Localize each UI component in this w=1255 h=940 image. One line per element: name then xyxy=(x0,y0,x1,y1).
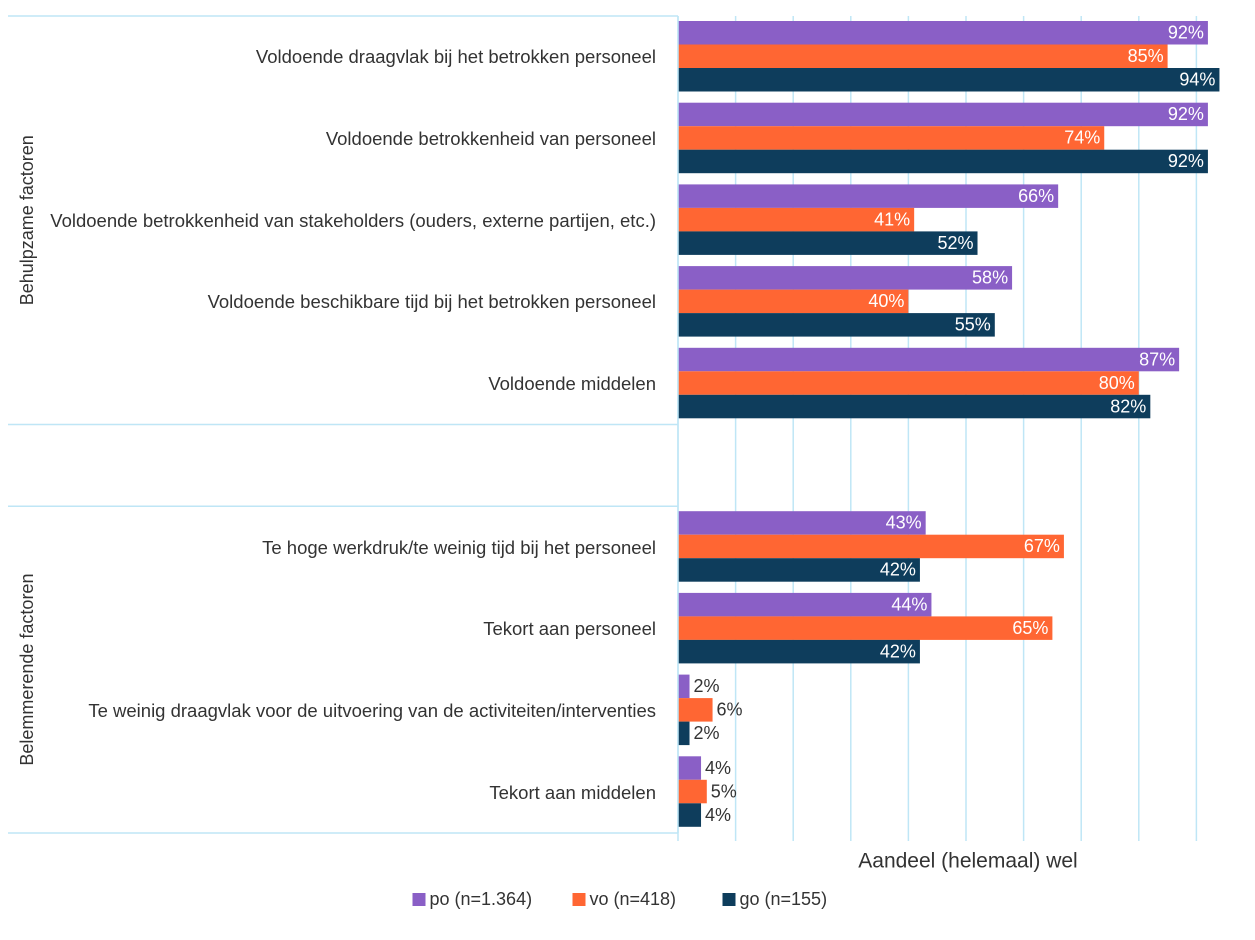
bar xyxy=(678,44,1168,68)
legend-label: go (n=155) xyxy=(740,889,828,909)
value-label: 66% xyxy=(1018,186,1054,206)
category-label: Tekort aan personeel xyxy=(30,592,656,666)
bar xyxy=(678,184,1059,208)
legend-swatch xyxy=(572,893,586,906)
bar xyxy=(678,231,978,255)
bar xyxy=(678,779,707,804)
bar xyxy=(678,394,1151,419)
value-label: 42% xyxy=(880,641,916,661)
value-label: 44% xyxy=(891,594,927,614)
bar xyxy=(678,266,1013,290)
bar xyxy=(678,803,702,827)
category-text: Voldoende betrokkenheid van stakeholders… xyxy=(50,209,656,231)
legend-swatch xyxy=(412,893,426,906)
bar xyxy=(678,371,1139,395)
value-label: 42% xyxy=(880,560,916,580)
category-text: Voldoende middelen xyxy=(488,373,656,395)
value-label: 43% xyxy=(886,513,922,533)
legend-label: po (n=1.364) xyxy=(430,889,533,909)
category-label: Voldoende betrokkenheid van personeel xyxy=(30,102,656,176)
group-label: Behulpzame factoren xyxy=(17,135,37,305)
value-label: 94% xyxy=(1179,70,1215,90)
value-label: 40% xyxy=(868,291,904,311)
category-text: Voldoende draagvlak bij het betrokken pe… xyxy=(255,46,656,68)
bar xyxy=(678,126,1105,150)
category-label: Voldoende betrokkenheid van stakeholders… xyxy=(30,183,656,257)
value-label: 5% xyxy=(711,781,737,801)
bar xyxy=(678,756,702,780)
category-label: Voldoende draagvlak bij het betrokken pe… xyxy=(30,20,656,94)
bar xyxy=(678,511,926,535)
category-text: Te hoge werkdruk/te weinig tijd bij het … xyxy=(262,536,656,558)
bar xyxy=(678,68,1220,92)
bar xyxy=(678,149,1208,174)
value-label: 55% xyxy=(955,315,991,335)
bar xyxy=(678,313,995,337)
bar xyxy=(678,698,713,722)
bar xyxy=(678,558,920,582)
bar xyxy=(678,674,690,699)
category-label: Te hoge werkdruk/te weinig tijd bij het … xyxy=(30,510,656,584)
value-label: 87% xyxy=(1139,349,1175,369)
category-text: Tekort aan middelen xyxy=(489,781,656,803)
group-label: Belemmerende factoren xyxy=(17,574,37,766)
value-label: 4% xyxy=(705,758,731,778)
value-label: 82% xyxy=(1110,396,1146,416)
value-label: 58% xyxy=(972,268,1008,288)
value-label: 2% xyxy=(694,723,720,743)
x-axis-title: Aandeel (helemaal) wel xyxy=(858,850,1077,873)
value-label: 2% xyxy=(694,676,720,696)
value-label: 65% xyxy=(1012,618,1048,638)
value-label: 41% xyxy=(874,209,910,229)
bar xyxy=(678,534,1064,559)
bar xyxy=(678,639,920,664)
value-label: 4% xyxy=(705,805,731,825)
category-text: Te weinig draagvlak voor de uitvoering v… xyxy=(88,699,656,721)
bar xyxy=(678,289,909,314)
category-text: Tekort aan personeel xyxy=(483,618,656,640)
value-label: 92% xyxy=(1168,151,1204,171)
bar xyxy=(678,592,932,617)
legend-label: vo (n=418) xyxy=(590,889,677,909)
value-label: 85% xyxy=(1128,46,1164,66)
value-label: 92% xyxy=(1168,23,1204,43)
category-label: Voldoende middelen xyxy=(30,347,656,421)
legend-swatch xyxy=(722,893,736,906)
bar xyxy=(678,21,1208,45)
bar xyxy=(678,207,915,232)
bar xyxy=(678,347,1180,372)
value-label: 80% xyxy=(1099,373,1135,393)
category-text: Voldoende betrokkenheid van personeel xyxy=(325,128,656,150)
value-label: 74% xyxy=(1064,128,1100,148)
category-label: Voldoende beschikbare tijd bij het betro… xyxy=(30,265,656,339)
category-label: Te weinig draagvlak voor de uitvoering v… xyxy=(30,674,656,748)
category-text: Voldoende beschikbare tijd bij het betro… xyxy=(207,291,656,313)
bar xyxy=(678,616,1053,640)
category-label: Tekort aan middelen xyxy=(30,755,656,829)
value-label: 52% xyxy=(937,233,973,253)
value-label: 92% xyxy=(1168,104,1204,124)
bar xyxy=(678,102,1208,127)
bar xyxy=(678,721,690,746)
value-label: 67% xyxy=(1024,536,1060,556)
value-label: 6% xyxy=(717,700,743,720)
